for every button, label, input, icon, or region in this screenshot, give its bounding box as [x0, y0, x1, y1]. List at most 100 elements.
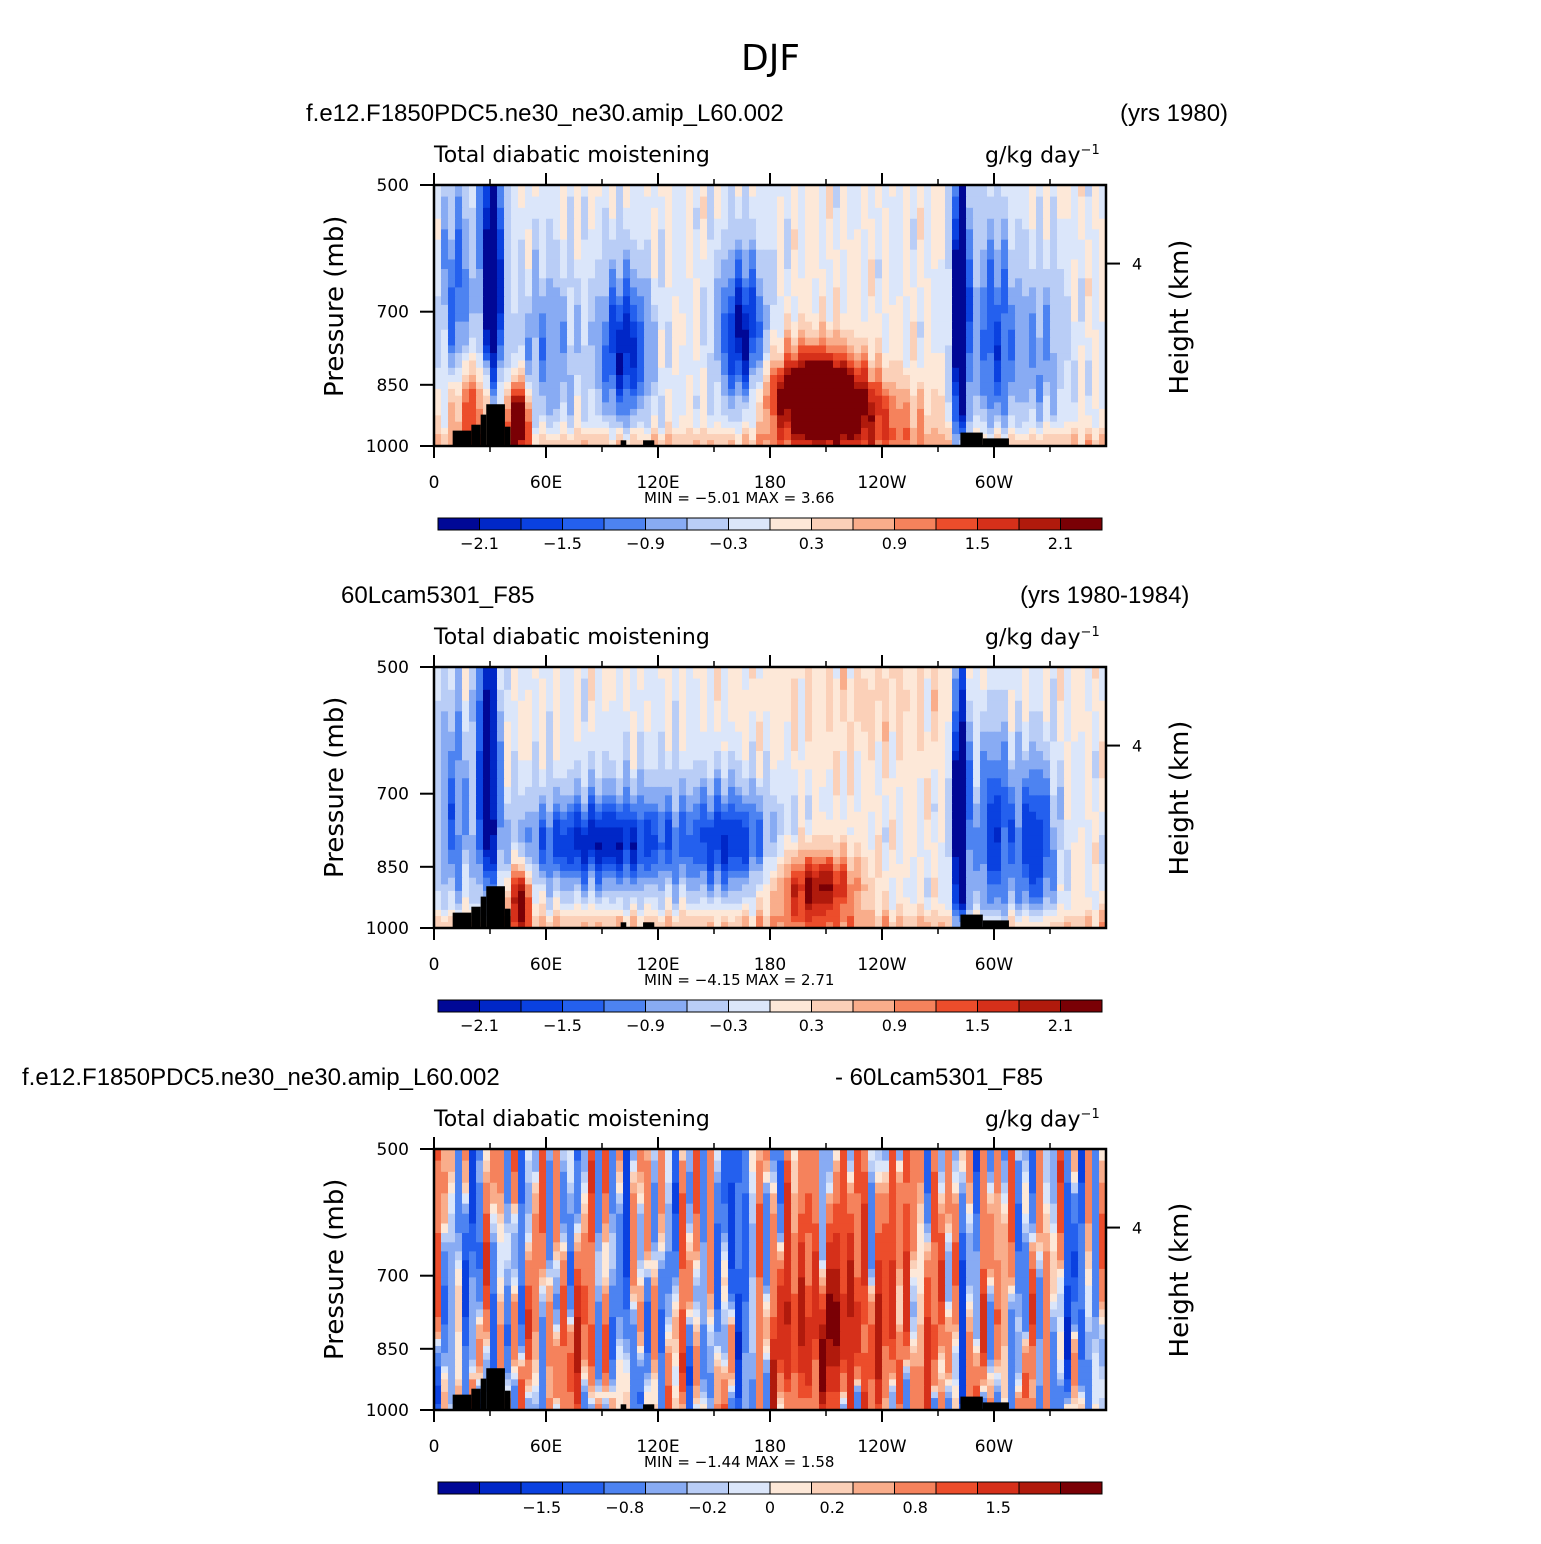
- heatmap-cell: [1078, 345, 1086, 354]
- heatmap-cell: [651, 388, 659, 397]
- heatmap-cell: [728, 415, 736, 423]
- heatmap-cell: [966, 388, 974, 397]
- heatmap-cell: [945, 218, 953, 230]
- heatmap-cell: [854, 835, 862, 844]
- topography-block: [480, 414, 487, 446]
- heatmap-cell: [784, 353, 792, 362]
- heatmap-cell: [560, 337, 568, 347]
- heatmap-cell: [1022, 382, 1030, 390]
- heatmap-cell: [910, 388, 918, 397]
- heatmap-cell: [1092, 421, 1100, 429]
- heatmap-cell: [672, 778, 680, 788]
- heatmap-cell: [490, 360, 498, 369]
- heatmap-cell: [455, 239, 463, 251]
- heatmap-cell: [728, 259, 736, 270]
- heatmap-cell: [924, 819, 932, 829]
- heatmap-cell: [1043, 803, 1051, 813]
- heatmap-cell: [784, 185, 792, 198]
- heatmap-cell: [819, 259, 827, 270]
- heatmap-cell: [875, 741, 883, 752]
- heatmap-cell: [854, 278, 862, 288]
- heatmap-cell: [973, 819, 981, 829]
- heatmap-cell: [952, 249, 960, 261]
- heatmap-cell: [861, 353, 869, 362]
- heatmap-cell: [441, 415, 449, 423]
- heatmap-cell: [966, 751, 974, 761]
- heatmap-cell: [1029, 440, 1037, 447]
- heatmap-cell: [448, 819, 456, 829]
- heatmap-cell: [1001, 402, 1009, 410]
- heatmap-cell: [462, 374, 470, 383]
- heatmap-cell: [462, 337, 470, 347]
- heatmap-cell: [532, 229, 540, 241]
- heatmap-cell: [497, 827, 505, 836]
- heatmap-cell: [476, 360, 484, 369]
- heatmap-cell: [441, 345, 449, 354]
- heatmap-cell: [861, 408, 869, 416]
- heatmap-cell: [469, 769, 477, 779]
- heatmap-cell: [483, 329, 491, 339]
- heatmap-cell: [931, 329, 939, 339]
- heatmap-cell: [728, 434, 736, 441]
- heatmap-cell: [497, 218, 505, 230]
- heatmap-cell: [1008, 278, 1016, 288]
- heatmap-cell: [588, 345, 596, 354]
- heatmap-cell: [910, 278, 918, 288]
- heatmap-cell: [595, 711, 603, 723]
- heatmap-cell: [1071, 827, 1079, 836]
- heatmap-cell: [1022, 353, 1030, 362]
- heatmap-cell: [777, 345, 785, 354]
- heatmap-cell: [1001, 229, 1009, 241]
- heatmap-cell: [1015, 218, 1023, 230]
- heatmap-cell: [630, 304, 638, 314]
- heatmap-cell: [623, 731, 631, 743]
- heatmap-cell: [994, 819, 1002, 829]
- heatmap-cell: [546, 360, 554, 369]
- heatmap-cell: [546, 229, 554, 241]
- heatmap-cell: [448, 689, 456, 702]
- heatmap-cell: [693, 304, 701, 314]
- heatmap-cell: [756, 415, 764, 423]
- heatmap-cell: [574, 296, 582, 306]
- heatmap-cell: [497, 711, 505, 723]
- heatmap-cell: [924, 218, 932, 230]
- heatmap-cell: [805, 769, 813, 779]
- heatmap-cell: [819, 778, 827, 788]
- heatmap-cell: [700, 408, 708, 416]
- heatmap-cell: [539, 778, 547, 788]
- heatmap-cell: [889, 819, 897, 829]
- heatmap-cell: [672, 835, 680, 844]
- heatmap-cell: [630, 296, 638, 306]
- heatmap-cell: [546, 427, 554, 435]
- heatmap-cell: [994, 196, 1002, 209]
- heatmap-cell: [812, 731, 820, 743]
- heatmap-cell: [798, 689, 806, 702]
- heatmap-cell: [658, 827, 666, 836]
- heatmap-cell: [1092, 374, 1100, 383]
- heatmap-cell: [497, 678, 505, 691]
- heatmap-cell: [574, 415, 582, 423]
- heatmap-cell: [917, 353, 925, 362]
- heatmap-cell: [539, 803, 547, 813]
- heatmap-cell: [434, 819, 442, 829]
- heatmap-cell: [476, 259, 484, 270]
- heatmap-cell: [476, 239, 484, 251]
- heatmap-cell: [728, 329, 736, 339]
- heatmap-cell: [896, 287, 904, 297]
- heatmap-cell: [791, 353, 799, 362]
- heatmap-cell: [917, 337, 925, 347]
- heatmap-cell: [784, 296, 792, 306]
- heatmap-cell: [476, 296, 484, 306]
- heatmap-cell: [840, 374, 848, 383]
- heatmap-cell: [1092, 427, 1100, 435]
- heatmap-cell: [476, 304, 484, 314]
- heatmap-cell: [588, 811, 596, 821]
- heatmap-cell: [784, 751, 792, 761]
- heatmap-cell: [861, 689, 869, 702]
- heatmap-cell: [742, 278, 750, 288]
- heatmap-cell: [532, 667, 540, 680]
- heatmap-cell: [868, 278, 876, 288]
- heatmap-cell: [917, 827, 925, 836]
- heatmap-cell: [581, 811, 589, 821]
- heatmap-cell: [1071, 259, 1079, 270]
